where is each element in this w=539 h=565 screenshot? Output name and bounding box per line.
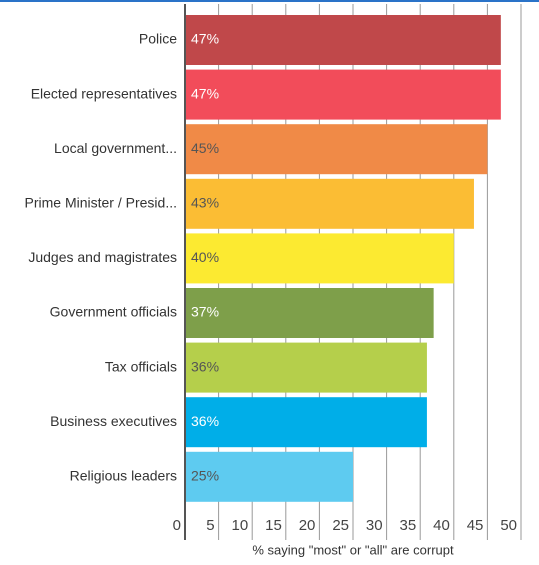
y-tick-label: Elected representatives <box>31 85 177 101</box>
x-tick-label: 50 <box>500 517 517 534</box>
x-tick-label: 15 <box>265 517 282 534</box>
bar <box>185 69 501 120</box>
x-tick-label: 0 <box>173 517 181 534</box>
top-border <box>0 0 539 2</box>
value-label: 47% <box>191 31 219 47</box>
bar <box>185 342 427 393</box>
value-label: 25% <box>191 468 219 484</box>
value-label: 36% <box>191 413 219 429</box>
value-label: 43% <box>191 195 219 211</box>
y-tick-label: Religious leaders <box>70 468 177 484</box>
x-tick-label: 20 <box>299 517 316 534</box>
x-tick-label: 30 <box>366 517 383 534</box>
y-tick-label: Government officials <box>50 304 177 320</box>
bar <box>185 233 454 284</box>
x-tick-label: 25 <box>332 517 349 534</box>
y-tick-label: Business executives <box>50 413 177 429</box>
bar <box>185 397 427 448</box>
bar <box>185 124 488 175</box>
bar <box>185 178 474 229</box>
x-tick-label: 5 <box>206 517 214 534</box>
x-axis-title: % saying "most" or "all" are corrupt <box>252 542 454 557</box>
value-label: 40% <box>191 249 219 265</box>
x-tick-label: 10 <box>232 517 249 534</box>
value-label: 45% <box>191 140 219 156</box>
value-label: 37% <box>191 304 219 320</box>
x-tick-label: 40 <box>433 517 450 534</box>
bar <box>185 15 501 65</box>
value-label: 36% <box>191 358 219 374</box>
y-tick-label: Tax officials <box>105 358 177 374</box>
y-tick-label: Judges and magistrates <box>28 249 177 265</box>
bar <box>185 288 434 338</box>
y-tick-label: Local government... <box>54 140 177 156</box>
value-label: 47% <box>191 85 219 101</box>
y-tick-label: Prime Minister / Presid... <box>25 195 177 211</box>
x-tick-label: 45 <box>467 517 484 534</box>
bar <box>185 451 353 502</box>
x-tick-label: 35 <box>400 517 417 534</box>
y-tick-label: Police <box>139 31 177 47</box>
